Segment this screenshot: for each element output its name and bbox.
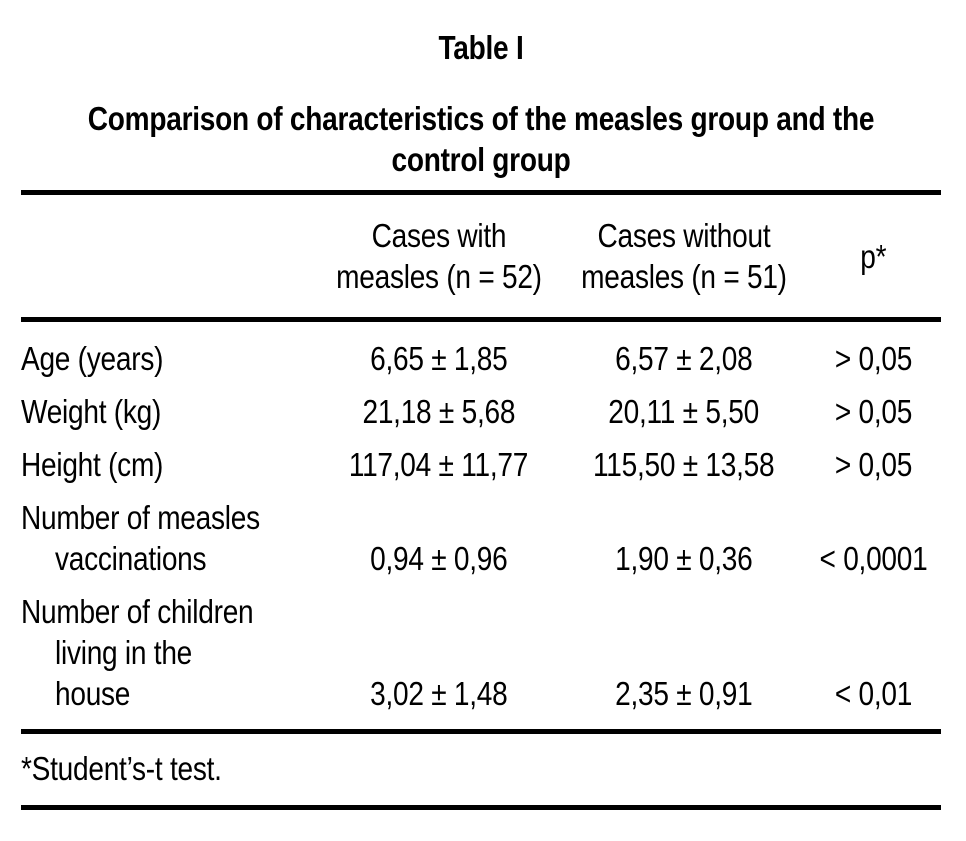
header-cases-with-line1: Cases with — [371, 217, 506, 254]
footnote-cell: *Student’s-t test. — [21, 729, 941, 810]
p-value: > 0,05 — [834, 340, 913, 377]
table-number-text: Table I — [438, 29, 524, 66]
footnote: *Student’s-t test. — [21, 750, 222, 787]
table-number: Table I — [21, 27, 941, 68]
value-cases-without: 6,57 ± 2,08 — [614, 340, 753, 377]
table-row-weight: Weight (kg) 21,18 ± 5,68 20,11 ± 5,50 > … — [21, 385, 941, 438]
header-p-value-text: p* — [860, 237, 887, 275]
table-row-children-in-house: Number of children living in the house 3,… — [21, 585, 941, 732]
p-value: > 0,05 — [834, 446, 913, 483]
table-row-measles-vaccinations: Number of measles vaccinations 0,94 ± 0,9… — [21, 491, 941, 585]
row-label: Number of children living in the house — [21, 593, 254, 712]
paper-table-figure: Table I Comparison of characteristics of… — [0, 27, 966, 810]
row-label: Number of measles vaccinations — [21, 499, 260, 577]
table-header: Cases with measles (n = 52) Cases without… — [21, 192, 941, 320]
value-cases-without: 115,50 ± 13,58 — [592, 446, 775, 483]
p-value: < 0,0001 — [819, 540, 928, 577]
header-cases-with-measles: Cases with measles (n = 52) — [316, 193, 561, 320]
row-label: Age (years) — [21, 340, 164, 377]
value-cases-without: 20,11 ± 5,50 — [608, 393, 759, 430]
value-cases-with: 117,04 ± 11,77 — [348, 446, 529, 483]
value-cases-without: 2,35 ± 0,91 — [614, 675, 753, 712]
table-row-height: Height (cm) 117,04 ± 11,77 115,50 ± 13,5… — [21, 438, 941, 491]
p-value: < 0,01 — [834, 675, 913, 712]
footnote-row: *Student’s-t test. — [21, 729, 941, 810]
p-value: > 0,05 — [834, 393, 913, 430]
header-cases-without-line1: Cases without — [597, 217, 770, 254]
value-cases-with: 6,65 ± 1,85 — [369, 340, 508, 377]
header-row: Cases with measles (n = 52) Cases without… — [21, 192, 941, 320]
value-cases-with: 3,02 ± 1,48 — [369, 675, 508, 712]
header-cases-without-measles: Cases without measles (n = 51) — [561, 193, 806, 320]
value-cases-without: 1,90 ± 0,36 — [614, 540, 753, 577]
header-cases-without-line2: measles (n = 51) — [580, 258, 787, 295]
header-cases-with-line2: measles (n = 52) — [335, 258, 542, 295]
table-footer: *Student’s-t test. — [21, 729, 941, 810]
row-label: Weight (kg) — [21, 393, 162, 430]
table-row-age: Age (years) 6,65 ± 1,85 6,57 ± 2,08 > 0,… — [21, 320, 941, 386]
table-body: Age (years) 6,65 ± 1,85 6,57 ± 2,08 > 0,… — [21, 320, 941, 732]
header-p-value: p* — [806, 193, 941, 320]
row-label: Height (cm) — [21, 446, 164, 483]
table-title: Comparison of characteristics of the mea… — [87, 100, 875, 178]
value-cases-with: 0,94 ± 0,96 — [369, 540, 508, 577]
header-stub — [21, 193, 316, 320]
comparison-table: Cases with measles (n = 52) Cases without… — [21, 190, 941, 810]
value-cases-with: 21,18 ± 5,68 — [362, 393, 515, 430]
